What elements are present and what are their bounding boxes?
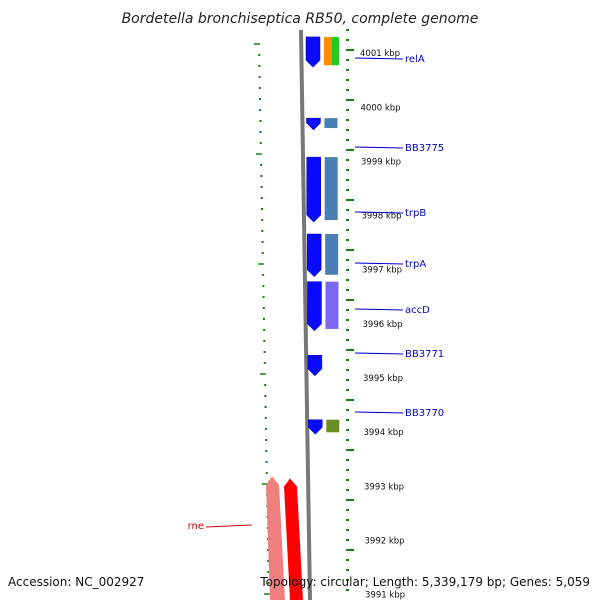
scale-label: 3996 kbp — [363, 320, 403, 330]
scale-label: 4000 kbp — [361, 103, 401, 113]
scale-label: 3997 kbp — [362, 266, 402, 276]
gene-rne-label: rne — [188, 521, 204, 532]
gene-labels: relA BB3775 trpB trpA accD BB3771 BB3770 rne — [188, 54, 445, 532]
gene-tracks — [266, 36, 340, 600]
gene-rne-leader — [205, 524, 253, 528]
gene-BB3775-arrow — [306, 117, 321, 131]
gene-rne-arrow — [284, 478, 303, 600]
gene-relA-arrow — [305, 36, 321, 68]
gene-BB3770-cog — [326, 419, 340, 433]
genome-info-text: Topology: circular; Length: 5,339,179 bp… — [259, 575, 590, 589]
scale-labels: 4001 kbp 4000 kbp 3999 kbp 3998 kbp 3997 kbp… — [360, 49, 405, 600]
gene-trpB-leader — [354, 211, 404, 214]
gene-accD-arrow — [307, 281, 322, 332]
gene-relA-cog2 — [331, 36, 339, 66]
gene-BB3775-cog — [324, 118, 338, 129]
scale-label: 3994 kbp — [364, 428, 404, 438]
gene-BB3770-arrow — [308, 419, 323, 435]
gene-BB3771-label: BB3771 — [405, 349, 444, 360]
gene-trpB-cog — [324, 157, 338, 221]
scale-label: 3993 kbp — [364, 482, 404, 492]
ticks-right — [346, 29, 354, 591]
scale-label: 3999 kbp — [361, 157, 401, 167]
gene-trpB-label: trpB — [405, 208, 426, 219]
gene-relA-leader — [354, 57, 404, 60]
gene-relA-label: relA — [405, 54, 425, 65]
gene-trpB-arrow — [306, 156, 321, 223]
gene-rne-cog — [266, 476, 285, 600]
backbone — [299, 29, 312, 600]
scale-label: 3992 kbp — [365, 536, 405, 546]
scale-label: 4001 kbp — [360, 49, 400, 59]
backbone-circle-arc — [299, 29, 312, 600]
scale-label: 3991 kbp — [365, 591, 405, 600]
map-title: Bordetella bronchiseptica RB50, complete… — [122, 11, 479, 27]
gene-BB3770-leader — [354, 411, 404, 414]
gene-BB3775-leader — [354, 146, 404, 149]
gene-accD-label: accD — [405, 305, 430, 316]
gene-trpA-cog — [325, 233, 339, 275]
gene-BB3771-arrow — [307, 355, 323, 377]
scale-label: 3995 kbp — [363, 374, 403, 384]
scale-label: 3998 kbp — [362, 212, 402, 222]
gene-accD-leader — [354, 308, 404, 311]
gene-trpA-leader — [354, 262, 404, 265]
gene-BB3770-label: BB3770 — [405, 408, 444, 419]
gene-trpA-arrow — [306, 233, 322, 278]
gene-BB3771-leader — [354, 352, 404, 355]
accession-text: Accession: NC_002927 — [8, 575, 144, 589]
gene-BB3775-label: BB3775 — [405, 143, 444, 154]
gene-trpA-label: trpA — [405, 259, 426, 270]
gene-accD-cog — [325, 281, 339, 329]
